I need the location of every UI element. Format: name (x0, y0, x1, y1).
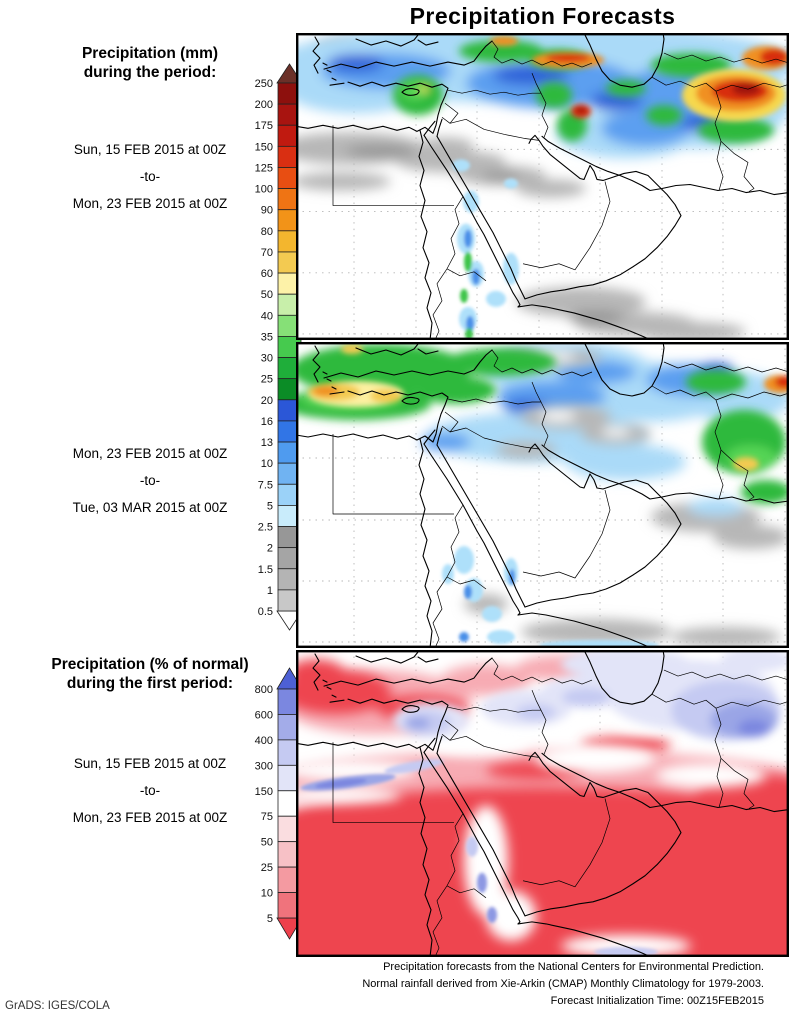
svg-text:5: 5 (267, 500, 273, 512)
footer-line2: Normal rainfall derived from Xie-Arkin (… (362, 978, 764, 990)
svg-text:20: 20 (261, 395, 273, 407)
page-title: Precipitation Forecasts (409, 3, 676, 29)
svg-text:175: 175 (255, 120, 273, 132)
svg-text:200: 200 (255, 99, 273, 111)
svg-text:400: 400 (255, 735, 273, 747)
period1-separator: -to- (139, 169, 161, 184)
map-frame (296, 342, 789, 648)
svg-text:16: 16 (261, 416, 273, 428)
svg-text:5: 5 (267, 913, 273, 925)
svg-text:60: 60 (261, 268, 273, 280)
svg-text:1: 1 (267, 585, 273, 597)
footer-line1: Precipitation forecasts from the Nationa… (383, 961, 764, 973)
map-precip-percent-normal (296, 650, 789, 957)
svg-text:150: 150 (255, 141, 273, 153)
mm-period2-dates: Mon, 23 FEB 2015 at 00Z -to- Tue, 03 MAR… (25, 440, 275, 521)
svg-text:600: 600 (255, 709, 273, 721)
period2-separator: -to- (139, 473, 161, 488)
svg-text:800: 800 (255, 684, 273, 696)
footer-line3: Forecast Initialization Time: 00Z15FEB20… (550, 995, 764, 1007)
mm-heading-line1: Precipitation (mm) (81, 45, 219, 62)
svg-text:80: 80 (261, 226, 273, 238)
svg-text:50: 50 (261, 289, 273, 301)
footer-notes: Precipitation forecasts from the Nationa… (296, 959, 764, 1010)
map-precip-mm-week2 (296, 342, 789, 648)
mm-heading-line2: during the period: (83, 64, 217, 81)
gray-shading-layer (464, 349, 789, 647)
svg-text:150: 150 (255, 786, 273, 798)
svg-text:25: 25 (261, 862, 273, 874)
mm-period1-dates: Sun, 15 FEB 2015 at 00Z -to- Mon, 23 FEB… (25, 136, 275, 217)
pct-section-heading: Precipitation (% of normal) during the f… (25, 655, 275, 693)
period2-end: Tue, 03 MAR 2015 at 00Z (72, 500, 228, 515)
grads-credit: GrADS: IGES/COLA (5, 1000, 110, 1012)
svg-text:2.5: 2.5 (258, 522, 273, 534)
svg-text:75: 75 (261, 811, 273, 823)
svg-text:90: 90 (261, 205, 273, 217)
svg-text:50: 50 (261, 837, 273, 849)
svg-text:2: 2 (267, 543, 273, 555)
svg-text:300: 300 (255, 760, 273, 772)
desert-blue-streak-layer (300, 759, 658, 957)
map-precip-mm-week1 (296, 33, 789, 340)
red-sea-showers-layer (452, 159, 519, 340)
red-sea-showers-layer (442, 546, 659, 648)
period3-end: Mon, 23 FEB 2015 at 00Z (72, 810, 228, 825)
heavy-rain-layer (490, 36, 789, 122)
svg-text:100: 100 (255, 184, 273, 196)
map-frame (296, 33, 789, 340)
svg-text:125: 125 (255, 162, 273, 174)
svg-text:10: 10 (261, 888, 273, 900)
svg-text:30: 30 (261, 353, 273, 365)
period2-start: Mon, 23 FEB 2015 at 00Z (72, 446, 228, 461)
svg-text:10: 10 (261, 458, 273, 470)
pct-period-dates: Sun, 15 FEB 2015 at 00Z -to- Mon, 23 FEB… (25, 750, 275, 831)
below-normal-red-layer (296, 659, 789, 957)
svg-text:7.5: 7.5 (258, 479, 273, 491)
period1-end: Mon, 23 FEB 2015 at 00Z (72, 196, 228, 211)
svg-text:13: 13 (261, 437, 273, 449)
period3-separator: -to- (139, 783, 161, 798)
mm-section-heading: Precipitation (mm) during the period: (25, 44, 275, 82)
period1-start: Sun, 15 FEB 2015 at 00Z (73, 142, 227, 157)
period3-start: Sun, 15 FEB 2015 at 00Z (73, 756, 227, 771)
svg-text:35: 35 (261, 331, 273, 343)
svg-text:0.5: 0.5 (258, 606, 273, 618)
pct-heading-line1: Precipitation (% of normal) (51, 656, 249, 673)
svg-text:70: 70 (261, 247, 273, 259)
svg-text:250: 250 (255, 78, 273, 90)
above-normal-lavender-layer (393, 650, 789, 741)
map-frame (296, 650, 789, 957)
pct-heading-line2: during the first period: (66, 675, 234, 692)
svg-text:1.5: 1.5 (258, 564, 273, 576)
svg-text:40: 40 (261, 310, 273, 322)
svg-text:25: 25 (261, 374, 273, 386)
